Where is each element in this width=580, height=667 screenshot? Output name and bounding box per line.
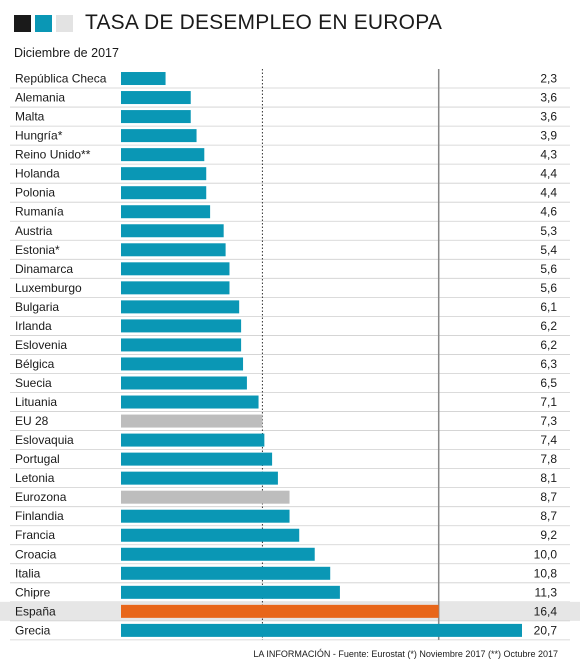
value-label: 3,9	[540, 129, 557, 143]
bar	[121, 471, 278, 485]
chart-title: TASA DE DESEMPLEO EN EUROPA	[85, 11, 443, 34]
category-label: Holanda	[15, 167, 60, 181]
value-label: 4,4	[540, 167, 557, 181]
value-label: 5,6	[540, 262, 557, 276]
category-label: Letonia	[15, 471, 55, 485]
category-label: Reino Unido**	[15, 148, 91, 162]
category-label: Eurozona	[15, 490, 67, 504]
category-label: Hungría*	[15, 129, 63, 143]
value-label: 6,1	[540, 300, 557, 314]
value-label: 7,1	[540, 395, 557, 409]
bar	[121, 357, 244, 371]
bar	[121, 224, 224, 238]
source-note: LA INFORMACIÓN - Fuente: Eurostat (*) No…	[253, 649, 558, 659]
value-label: 4,4	[540, 186, 557, 200]
category-label: Francia	[15, 528, 55, 542]
category-label: Finlandia	[15, 509, 64, 523]
value-label: 7,8	[540, 452, 557, 466]
category-label: Dinamarca	[15, 262, 73, 276]
value-label: 4,3	[540, 148, 557, 162]
bar	[121, 167, 207, 181]
category-label: Austria	[15, 224, 53, 238]
category-label: Croacia	[15, 547, 57, 561]
value-label: 10,0	[534, 547, 558, 561]
value-label: 8,1	[540, 471, 557, 485]
category-label: Italia	[15, 566, 41, 580]
bar	[121, 243, 226, 257]
bar	[121, 300, 240, 314]
value-label: 3,6	[540, 110, 557, 124]
value-label: 6,5	[540, 376, 557, 390]
bar	[121, 566, 331, 580]
value-label: 20,7	[534, 623, 558, 637]
value-label: 5,3	[540, 224, 557, 238]
value-label: 6,3	[540, 357, 557, 371]
bar	[121, 338, 242, 352]
value-label: 4,6	[540, 205, 557, 219]
value-label: 6,2	[540, 338, 557, 352]
value-label: 7,3	[540, 414, 557, 428]
value-label: 9,2	[540, 528, 557, 542]
value-label: 8,7	[540, 509, 557, 523]
light-square-icon	[56, 14, 73, 32]
value-label: 5,4	[540, 243, 557, 257]
bar	[121, 110, 191, 124]
bar	[121, 490, 290, 504]
category-label: República Checa	[15, 72, 107, 86]
bar	[121, 433, 265, 447]
category-label: Malta	[15, 110, 45, 124]
value-label: 2,3	[540, 72, 557, 86]
bar	[121, 91, 191, 105]
category-label: Eslovaquia	[15, 433, 74, 447]
value-label: 8,7	[540, 490, 557, 504]
category-label: Lituania	[15, 395, 57, 409]
category-label: EU 28	[15, 414, 49, 428]
category-label: Rumanía	[15, 205, 64, 219]
category-label: Eslovenia	[15, 338, 67, 352]
value-label: 3,6	[540, 91, 557, 105]
value-label: 7,4	[540, 433, 557, 447]
bar	[121, 319, 242, 333]
bar	[121, 262, 230, 276]
category-label: España	[15, 604, 56, 618]
category-label: Chipre	[15, 585, 51, 599]
bar	[121, 281, 230, 295]
category-label: Estonia*	[15, 243, 60, 257]
category-label: Grecia	[15, 623, 51, 637]
category-label: Luxemburgo	[15, 281, 82, 295]
bar	[121, 452, 273, 466]
bar	[121, 148, 205, 162]
bar	[121, 186, 207, 200]
teal-square-icon	[35, 14, 52, 32]
chart-subtitle: Diciembre de 2017	[14, 46, 119, 60]
bar	[121, 604, 439, 618]
category-label: Alemania	[15, 91, 65, 105]
category-label: Polonia	[15, 186, 55, 200]
bar	[121, 414, 263, 428]
bar	[121, 72, 166, 86]
bar	[121, 623, 522, 637]
value-label: 11,3	[535, 585, 558, 599]
dark-square-icon	[14, 14, 31, 32]
bar	[121, 547, 315, 561]
category-label: Suecia	[15, 376, 52, 390]
value-label: 16,4	[534, 604, 558, 618]
category-label: Irlanda	[15, 319, 52, 333]
category-label: Bélgica	[15, 357, 55, 371]
value-label: 6,2	[540, 319, 557, 333]
bar	[121, 585, 340, 599]
bar	[121, 205, 211, 219]
chart-header: TASA DE DESEMPLEO EN EUROPA	[14, 10, 442, 36]
bar	[121, 395, 259, 409]
bar	[121, 129, 197, 143]
value-label: 10,8	[534, 566, 558, 580]
bar	[121, 376, 247, 390]
bar	[121, 509, 290, 523]
value-label: 5,6	[540, 281, 557, 295]
category-label: Bulgaria	[15, 300, 59, 314]
bar	[121, 528, 300, 542]
category-label: Portugal	[15, 452, 60, 466]
